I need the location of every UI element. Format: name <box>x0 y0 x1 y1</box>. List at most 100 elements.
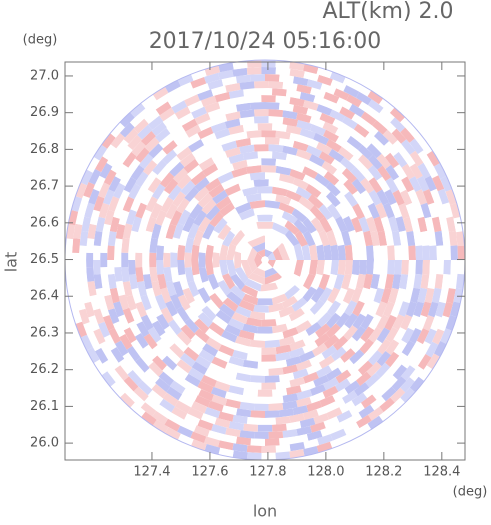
echo-cell <box>221 104 238 115</box>
echo-cell <box>121 267 130 283</box>
echo-cell <box>253 179 269 187</box>
echo-cell <box>156 313 170 330</box>
echo-cell <box>163 252 171 268</box>
echo-cell <box>176 330 192 346</box>
echo-cell <box>95 216 106 233</box>
echo-cell <box>309 299 325 315</box>
echo-cell <box>72 238 81 253</box>
echo-cell <box>306 79 323 90</box>
echo-cell <box>356 414 372 429</box>
echo-cell <box>382 375 398 391</box>
echo-cell <box>226 243 237 260</box>
echo-cell <box>284 285 301 300</box>
echo-cell <box>232 450 248 460</box>
echo-cell <box>86 252 94 268</box>
echo-cell <box>448 230 458 246</box>
echo-cell <box>172 365 189 380</box>
echo-cell <box>250 438 265 446</box>
echo-cell <box>187 407 204 420</box>
echo-cell <box>231 312 248 325</box>
echo-cell <box>299 417 316 429</box>
echo-cell <box>201 305 217 322</box>
echo-cell <box>296 84 312 94</box>
echo-cell <box>221 405 238 416</box>
echo-cell <box>275 95 291 104</box>
echo-cell <box>75 295 86 311</box>
echo-cell <box>434 274 444 290</box>
echo-cell <box>367 301 380 318</box>
echo-cell <box>351 216 363 233</box>
echo-cell <box>152 159 167 175</box>
echo-cell <box>356 230 366 247</box>
echo-cell <box>221 330 238 343</box>
echo-cell <box>200 374 217 388</box>
echo-cell <box>254 403 269 411</box>
echo-cell <box>363 273 373 290</box>
echo-cell <box>225 82 241 93</box>
echo-cell <box>246 95 262 103</box>
echo-cell <box>339 400 356 414</box>
echo-cell <box>294 230 309 247</box>
echo-cell <box>193 293 207 311</box>
echo-cell <box>439 216 449 232</box>
echo-cell <box>376 153 392 169</box>
echo-cell <box>379 98 395 113</box>
echo-cell <box>167 412 184 426</box>
echo-cell <box>389 107 406 123</box>
echo-cell <box>261 354 277 362</box>
echo-cell <box>156 190 170 207</box>
echo-cell <box>212 237 224 254</box>
echo-cell <box>358 350 374 366</box>
echo-cell <box>445 189 457 205</box>
echo-cell <box>256 291 274 298</box>
echo-cell <box>113 301 125 318</box>
echo-cell <box>403 216 414 233</box>
echo-cell <box>184 267 194 283</box>
echo-cell <box>187 280 200 298</box>
echo-cell <box>195 355 212 369</box>
echo-cell <box>204 138 221 152</box>
echo-cell <box>379 407 395 422</box>
echo-cell <box>123 327 137 344</box>
echo-cell <box>231 342 248 354</box>
echo-cell <box>238 179 255 191</box>
echo-cell <box>249 339 265 348</box>
echo-cell <box>235 436 251 446</box>
echo-cell <box>173 131 189 146</box>
echo-cell <box>123 376 139 392</box>
echo-cell <box>366 245 374 260</box>
echo-cell <box>323 171 340 186</box>
echo-cell <box>303 230 316 247</box>
echo-cell <box>390 117 406 133</box>
echo-cell <box>257 298 273 306</box>
echo-cell <box>275 351 291 362</box>
echo-cell <box>205 337 222 351</box>
echo-cell <box>349 402 365 417</box>
echo-cell <box>147 327 162 343</box>
echo-cell <box>303 409 319 421</box>
echo-cell <box>191 439 207 451</box>
echo-cell <box>417 162 431 179</box>
echo-cell <box>318 355 335 369</box>
echo-cell <box>358 216 370 233</box>
echo-cell <box>185 382 202 396</box>
echo-cell <box>272 423 287 432</box>
echo-cell <box>234 235 249 253</box>
echo-cell <box>289 168 306 181</box>
echo-cell <box>136 281 147 297</box>
echo-cell <box>394 245 402 260</box>
echo-cell <box>427 202 439 219</box>
echo-cell <box>342 215 356 233</box>
echo-cell <box>307 311 324 326</box>
echo-cell <box>246 353 262 362</box>
echo-cell <box>142 344 158 361</box>
echo-cell <box>209 293 224 309</box>
echo-cell <box>374 374 390 390</box>
echo-cell <box>385 351 400 368</box>
echo-cell <box>267 252 276 260</box>
echo-cell <box>277 242 290 260</box>
echo-cell <box>366 361 382 377</box>
echo-cell <box>253 116 269 124</box>
echo-cell <box>390 202 403 219</box>
echo-cell <box>198 157 215 171</box>
